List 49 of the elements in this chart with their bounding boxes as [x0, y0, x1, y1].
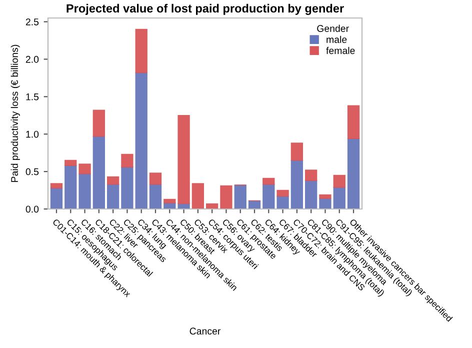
bar	[50, 188, 63, 209]
bar	[50, 183, 63, 188]
bar	[234, 184, 246, 209]
bar	[347, 138, 360, 209]
bar	[262, 184, 275, 209]
bar	[290, 142, 304, 161]
bar	[276, 190, 289, 197]
y-axis-title: Paid productivity loss (€ billions)	[10, 44, 20, 182]
y-tick-label: 1.0	[26, 130, 39, 138]
y-tick-label: 0.5	[26, 168, 39, 176]
bar	[276, 196, 289, 209]
bar	[290, 160, 304, 209]
bar	[319, 194, 332, 199]
bar	[92, 110, 105, 137]
bar	[178, 114, 190, 204]
bar	[121, 166, 134, 209]
y-tick-label: 2.5	[26, 18, 39, 26]
bar	[192, 183, 204, 209]
bar	[135, 72, 148, 209]
bar	[135, 28, 148, 74]
bar	[64, 160, 77, 166]
bar	[106, 184, 120, 209]
bar	[333, 186, 346, 209]
x-axis-title: Cancer	[190, 328, 221, 335]
bar	[262, 178, 275, 185]
y-tick-label: 2.0	[26, 56, 39, 63]
bar	[305, 170, 318, 181]
legend-title: Gender	[317, 24, 349, 32]
bar	[78, 164, 91, 174]
legend-label: female	[326, 46, 355, 54]
y-tick-label: 1.5	[26, 93, 39, 100]
bar	[78, 173, 91, 209]
bar	[347, 105, 360, 140]
legend-label: male	[326, 36, 347, 44]
bar	[149, 172, 162, 185]
bar	[92, 136, 105, 209]
bar	[121, 154, 134, 168]
bar	[319, 198, 332, 209]
bar	[64, 165, 77, 209]
bar	[333, 174, 346, 188]
chart-title: Projected value of lost paid production by gender	[66, 4, 344, 15]
bar	[149, 184, 162, 209]
bar	[206, 203, 218, 209]
bar	[164, 198, 176, 204]
bar	[305, 180, 318, 209]
y-tick-label: 0.0	[26, 206, 39, 213]
bar	[220, 185, 232, 209]
bar	[106, 176, 120, 185]
bar	[248, 200, 261, 209]
